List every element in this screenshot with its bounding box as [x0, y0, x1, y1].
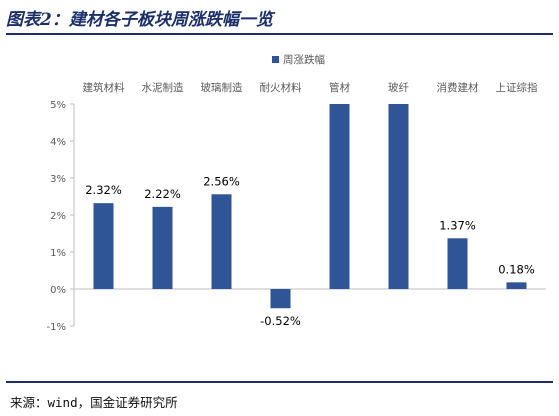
data-label: 2.32% — [85, 183, 122, 197]
category-label: 玻纤 — [388, 81, 409, 94]
category-label: 玻璃制造 — [201, 81, 243, 94]
y-tick-label: 3% — [50, 174, 66, 185]
bar-chart: 周涨跌幅 -1% 0% 1% 2% 3% 4% 5% 建筑材料 2.32% 水泥制造 2.22% 玻璃制… — [47, 53, 546, 333]
y-tick-label: -1% — [47, 322, 66, 333]
data-label: 0.18% — [498, 262, 535, 276]
bar-1 — [152, 206, 173, 289]
bar-5 — [388, 104, 409, 289]
legend-label: 周涨跌幅 — [283, 53, 325, 66]
figure-title: 图表2：建材各子板块周涨跌幅一览 — [6, 10, 273, 30]
category-label: 消费建材 — [437, 81, 479, 94]
legend-swatch — [272, 56, 279, 63]
bar-0 — [93, 203, 114, 289]
bar-7 — [506, 282, 527, 289]
data-label: -0.52% — [260, 314, 301, 328]
bar-3 — [270, 289, 291, 309]
data-label: 2.22% — [144, 187, 181, 201]
data-label: 1.37% — [439, 218, 476, 232]
y-tick-label: 1% — [50, 248, 66, 259]
data-label: 2.56% — [203, 174, 240, 188]
source-note: 来源：wind，国金证券研究所 — [10, 395, 178, 410]
footer-rule — [6, 381, 553, 383]
y-tick-label: 4% — [50, 137, 66, 148]
y-tick-label: 2% — [50, 211, 66, 222]
category-label: 建筑材料 — [83, 81, 125, 94]
title-rule — [6, 33, 553, 35]
category-label: 水泥制造 — [142, 81, 184, 94]
y-tick-label: 0% — [50, 285, 66, 296]
category-label: 管材 — [329, 81, 350, 94]
bar-2 — [211, 194, 232, 289]
y-tick-label: 5% — [50, 100, 66, 111]
category-label: 耐火材料 — [260, 81, 302, 94]
category-label: 上证综指 — [496, 81, 538, 94]
bar-4 — [329, 104, 350, 289]
bar-6 — [447, 238, 468, 289]
